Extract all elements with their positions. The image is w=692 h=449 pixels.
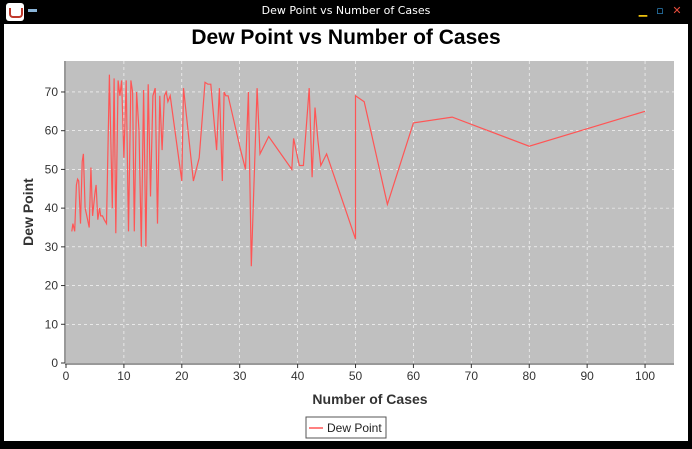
legend-box xyxy=(305,416,387,439)
x-tick-label: 0 xyxy=(63,369,70,383)
x-tick-label: 20 xyxy=(175,369,189,383)
chart-panel: Dew Point vs Number of Cases 0 10 20 30 40 50… xyxy=(4,24,688,441)
y-tick-label: 20 xyxy=(45,279,59,293)
x-tick-label: 60 xyxy=(407,369,421,383)
y-tick-label: 0 xyxy=(51,356,58,370)
x-tick-label: 100 xyxy=(635,369,655,383)
grid-layer xyxy=(66,61,674,363)
chart-canvas: Dew Point vs Number of Cases 0 10 20 30 40 50… xyxy=(20,26,674,439)
close-icon[interactable]: ✕ xyxy=(672,4,682,17)
x-tick-label: 10 xyxy=(117,369,131,383)
plot-area xyxy=(66,61,674,363)
x-axis-label: Number of Cases xyxy=(312,391,427,407)
y-tick-label: 70 xyxy=(45,85,59,99)
series-line-dew-point xyxy=(71,74,646,267)
title-bar[interactable]: Dew Point vs Number of Cases ▁ ▫ ✕ xyxy=(0,0,692,24)
x-tick-label: 50 xyxy=(349,369,363,383)
app-icon[interactable] xyxy=(6,3,24,21)
y-axis-label: Dew Point xyxy=(20,178,36,246)
menu-icon[interactable] xyxy=(28,9,37,12)
x-tick-label: 80 xyxy=(523,369,537,383)
x-tick-label: 90 xyxy=(580,369,594,383)
y-tick-label: 10 xyxy=(45,317,59,331)
y-tick-label: 60 xyxy=(45,124,59,138)
legend-label: Dew Point xyxy=(327,421,382,435)
legend: Dew Point xyxy=(305,416,387,439)
maximize-icon[interactable]: ▫ xyxy=(656,4,664,17)
y-tick-label: 30 xyxy=(45,240,59,254)
minimize-icon[interactable]: ▁ xyxy=(638,4,648,17)
ticks-layer: 0 10 20 30 40 50 60 70 80 90 100 0 10 20 30 40 50 60 70 xyxy=(45,85,656,383)
y-tick-label: 50 xyxy=(45,162,59,176)
x-tick-label: 30 xyxy=(233,369,247,383)
x-tick-label: 70 xyxy=(465,369,479,383)
chart-title: Dew Point vs Number of Cases xyxy=(191,26,500,49)
window-title: Dew Point vs Number of Cases xyxy=(261,4,431,17)
x-tick-label: 40 xyxy=(291,369,305,383)
y-tick-label: 40 xyxy=(45,201,59,215)
